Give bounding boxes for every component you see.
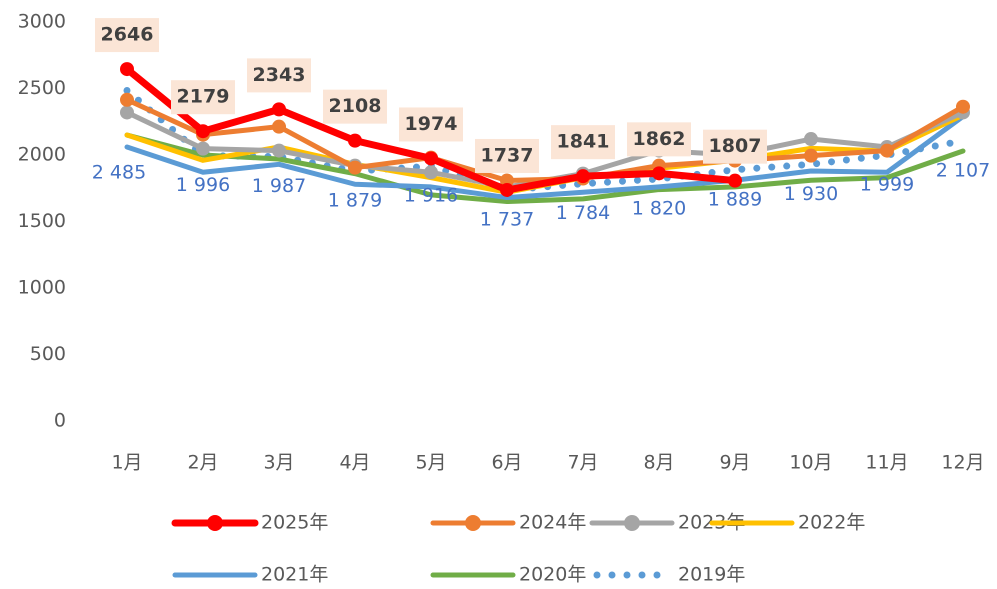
x-tick-label: 4月 [339, 452, 370, 474]
data-label-box [703, 129, 767, 164]
data-label-box [323, 89, 387, 124]
data-label: 1 987 [252, 175, 306, 197]
y-tick-label: 2500 [18, 77, 66, 99]
data-label-box [627, 122, 691, 157]
data-label: 2179 [177, 86, 230, 108]
marker [424, 151, 438, 166]
marker [120, 105, 134, 120]
data-label-box [171, 80, 235, 115]
marker [500, 182, 514, 197]
marker [196, 124, 210, 139]
data-label: 1 996 [176, 174, 230, 196]
y-tick-label: 1000 [18, 277, 66, 299]
legend-label: 2024年 [519, 512, 586, 534]
data-label: 2 485 [92, 162, 146, 184]
x-tick-label: 11月 [865, 452, 908, 474]
legend-label: 2019年 [678, 564, 745, 586]
data-label: 1862 [633, 128, 686, 150]
data-label: 1 879 [328, 190, 382, 212]
series-line [124, 132, 966, 205]
data-label-box [551, 125, 615, 160]
data-label-box [247, 58, 311, 93]
data-label-box [95, 18, 159, 53]
x-tick-label: 1月 [111, 452, 142, 474]
legend-label: 2025年 [261, 512, 328, 534]
marker [272, 102, 286, 117]
marker [272, 119, 286, 134]
x-tick-label: 5月 [415, 452, 446, 474]
marker [120, 62, 134, 77]
x-tick-label: 8月 [643, 452, 674, 474]
data-label-box [475, 138, 539, 173]
data-label: 1 784 [556, 202, 610, 224]
legend-marker [465, 515, 481, 531]
x-tick-label: 12月 [941, 452, 984, 474]
data-label: 1 999 [860, 174, 914, 196]
marker [348, 133, 362, 148]
data-label: 1841 [557, 131, 610, 153]
marker [120, 92, 134, 107]
data-label: 1 889 [708, 188, 762, 210]
legend-label: 2020年 [519, 564, 586, 586]
y-tick-label: 500 [30, 343, 66, 365]
marker [196, 141, 210, 156]
marker [956, 99, 970, 114]
x-tick-label: 3月 [263, 452, 294, 474]
data-label: 1 916 [404, 185, 458, 207]
y-tick-label: 2000 [18, 144, 66, 166]
series-line [124, 113, 966, 201]
data-label: 1974 [405, 113, 458, 135]
data-label: 1 737 [480, 208, 534, 230]
y-tick-label: 1500 [18, 210, 66, 232]
x-tick-label: 10月 [789, 452, 832, 474]
data-label: 1 820 [632, 197, 686, 219]
y-tick-label: 0 [54, 410, 66, 432]
x-tick-label: 2月 [187, 452, 218, 474]
marker [652, 166, 666, 181]
marker [804, 132, 818, 147]
data-label: 2343 [253, 64, 306, 86]
legend-marker [207, 515, 223, 531]
marker [728, 173, 742, 188]
legend-label: 2022年 [798, 512, 865, 534]
marker [804, 148, 818, 163]
marker [880, 143, 894, 158]
data-label: 2 107 [936, 159, 990, 181]
data-label: 1 930 [784, 183, 838, 205]
marker [576, 169, 590, 184]
x-tick-label: 6月 [491, 452, 522, 474]
x-tick-label: 7月 [567, 452, 598, 474]
marker [424, 165, 438, 180]
legend-marker [624, 515, 640, 531]
legend-label: 2021年 [261, 564, 328, 586]
marker [272, 143, 286, 158]
data-label: 2108 [329, 95, 382, 117]
data-label-box [399, 107, 463, 142]
y-tick-label: 3000 [18, 11, 66, 33]
data-label: 1807 [709, 135, 762, 157]
data-label: 2646 [101, 24, 154, 46]
data-label: 1737 [481, 144, 534, 166]
x-tick-label: 9月 [719, 452, 750, 474]
marker [348, 160, 362, 175]
